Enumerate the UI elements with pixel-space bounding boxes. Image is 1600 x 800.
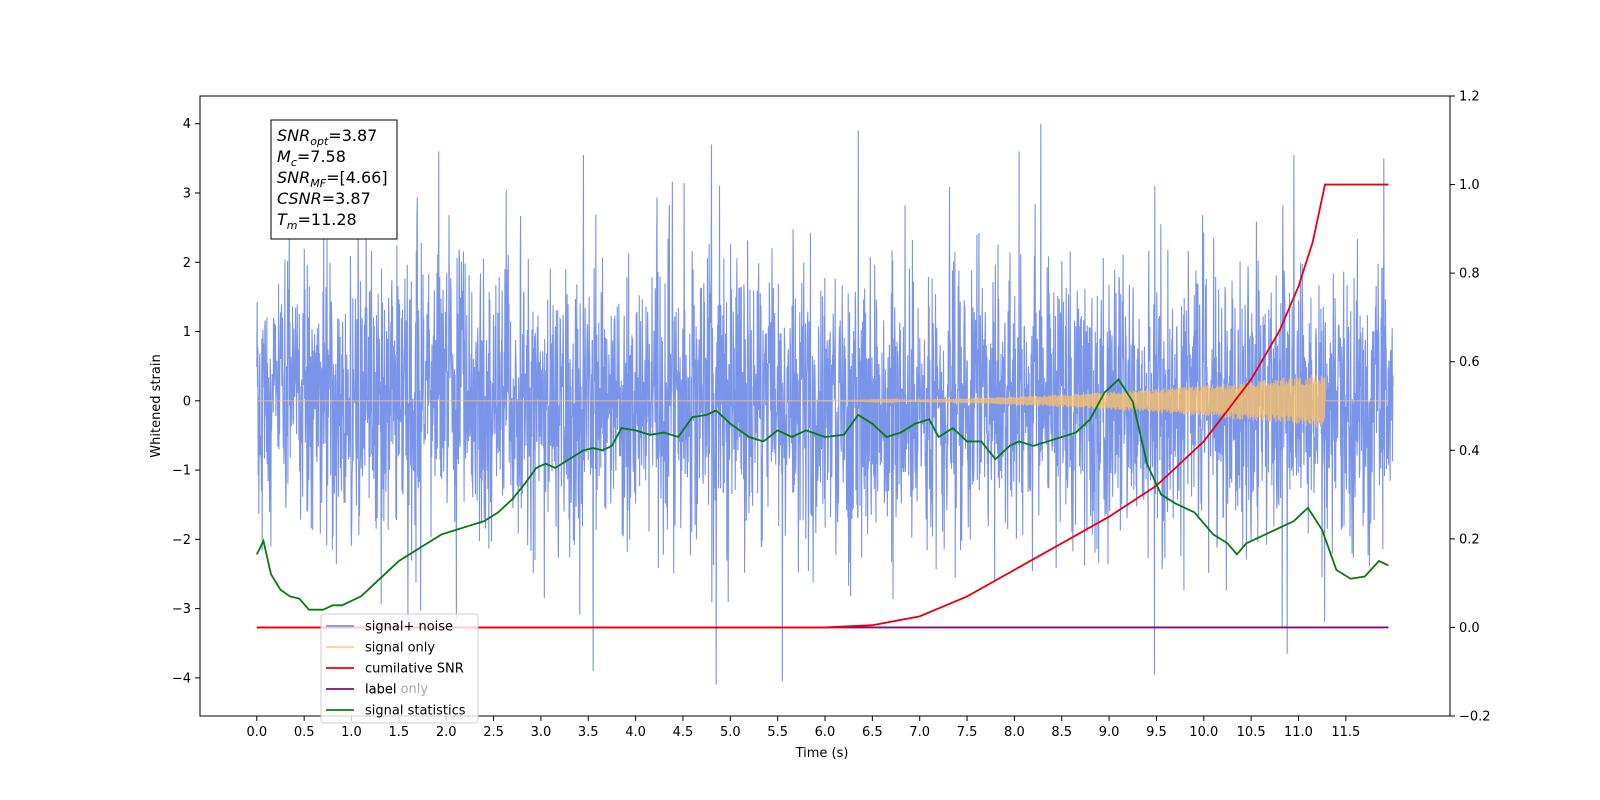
legend-entry: signal statistics [365,704,466,719]
x-tick-label: 6.5 [862,725,883,740]
stats-line: SNRopt=3.87 [277,126,377,148]
x-tick-label: 8.0 [1004,725,1025,740]
stats-line-value: =11.28 [298,210,357,229]
legend-hidden-text: label only [365,682,428,697]
stats-line-subscript: opt [310,135,329,148]
x-tick-label: 1.5 [389,725,410,740]
y2-tick-label: 1.2 [1459,90,1480,105]
x-tick-label: 10.0 [1189,725,1218,740]
stats-line: SNRMF=[4.66] [277,168,388,190]
x-tick-label: 9.5 [1146,725,1167,740]
x-tick-label: 8.5 [1051,725,1072,740]
y2-tick-label: 0.4 [1459,444,1480,459]
y2-tick-label: 1.0 [1459,178,1480,193]
stats-line-value: =3.87 [328,126,377,145]
x-tick-label: 3.0 [531,725,552,740]
stats-line-subscript: m [287,219,298,232]
stats-annotation-box: SNRopt=3.87Mc=7.58SNRMF=[4.66]CSNR=3.87T… [270,119,398,240]
x-tick-label: 4.0 [625,725,646,740]
stats-line-symbol: T [277,210,288,229]
y2-tick-label: 0.2 [1459,532,1480,547]
stats-line-symbol: SNR [277,168,310,187]
x-tick-label: 3.5 [578,725,599,740]
stats-line-value: =3.87 [322,189,371,208]
x-tick-label: 2.0 [436,725,457,740]
stats-line-value: =7.58 [297,147,346,166]
y-tick-label: 4 [183,117,191,132]
stats-line: Mc=7.58 [277,147,346,169]
y-tick-label: 3 [183,186,191,201]
y-tick-label: −1 [172,464,191,479]
y-tick-label: −3 [172,602,191,617]
stats-box-frame [270,119,398,240]
stats-line: CSNR=3.87 [277,189,371,208]
x-axis-label: Time (s) [795,746,849,761]
series-signal-statistics [256,378,1389,611]
stats-line-symbol: CSNR [277,189,322,208]
y-tick-label: 2 [183,256,191,271]
x-tick-label: 1.0 [341,725,362,740]
stats-line-symbol: SNR [277,126,310,145]
y-tick-label: 0 [183,394,191,409]
x-tick-label: 10.5 [1237,725,1266,740]
legend-entry: signal only [365,641,435,656]
stats-line-symbol: M [277,147,291,166]
legend: label only signal+ noise signal only cumila… [320,613,479,724]
legend-entry: signal+ noise [365,620,453,635]
legend-entry: cumilative SNR [365,662,464,677]
x-tick-label: 7.5 [957,725,978,740]
x-tick-label: 9.0 [1099,725,1120,740]
stats-line: Tm=11.28 [277,210,357,232]
y-axis-label: Whitened strain [149,354,164,457]
y2-tick-label: 0.8 [1459,267,1480,282]
series-signal-only [256,374,1389,428]
y2-tick-label: 0.6 [1459,355,1480,370]
x-tick-label: 5.5 [767,725,788,740]
x-tick-label: 11.5 [1331,725,1360,740]
y-tick-label: −4 [172,671,191,686]
y-tick-label: −2 [172,533,191,548]
x-tick-label: 6.0 [815,725,836,740]
stats-line-subscript: c [291,156,297,169]
y2-tick-label: −0.2 [1459,710,1491,725]
x-tick-label: 0.0 [246,725,267,740]
legend-frame [320,613,479,724]
x-tick-label: 5.0 [720,725,741,740]
legend-entry: label [365,683,396,698]
x-tick-label: 4.5 [673,725,694,740]
y2-axis: 1.2 1.0 0.8 0.6 0.4 0.2 0.0 −0.2 [1450,90,1491,725]
series-signal-noise [256,123,1394,685]
y-axis: 4 3 2 1 0 −1 −2 −3 −4 [172,117,200,686]
x-tick-label: 11.0 [1284,725,1313,740]
x-tick-label: 0.5 [294,725,315,740]
x-tick-label: 7.0 [909,725,930,740]
y2-tick-label: 0.0 [1459,621,1480,636]
stats-line-subscript: MF [310,177,326,190]
x-tick-label: 2.5 [483,725,504,740]
stats-line-value: =[4.66] [326,168,388,187]
y-tick-label: 1 [183,325,191,340]
x-axis: 0.0 0.5 1.0 1.5 2.0 2.5 3.0 3.5 4.0 4.5 5.0 5.5 6.0 6… [246,716,1360,740]
